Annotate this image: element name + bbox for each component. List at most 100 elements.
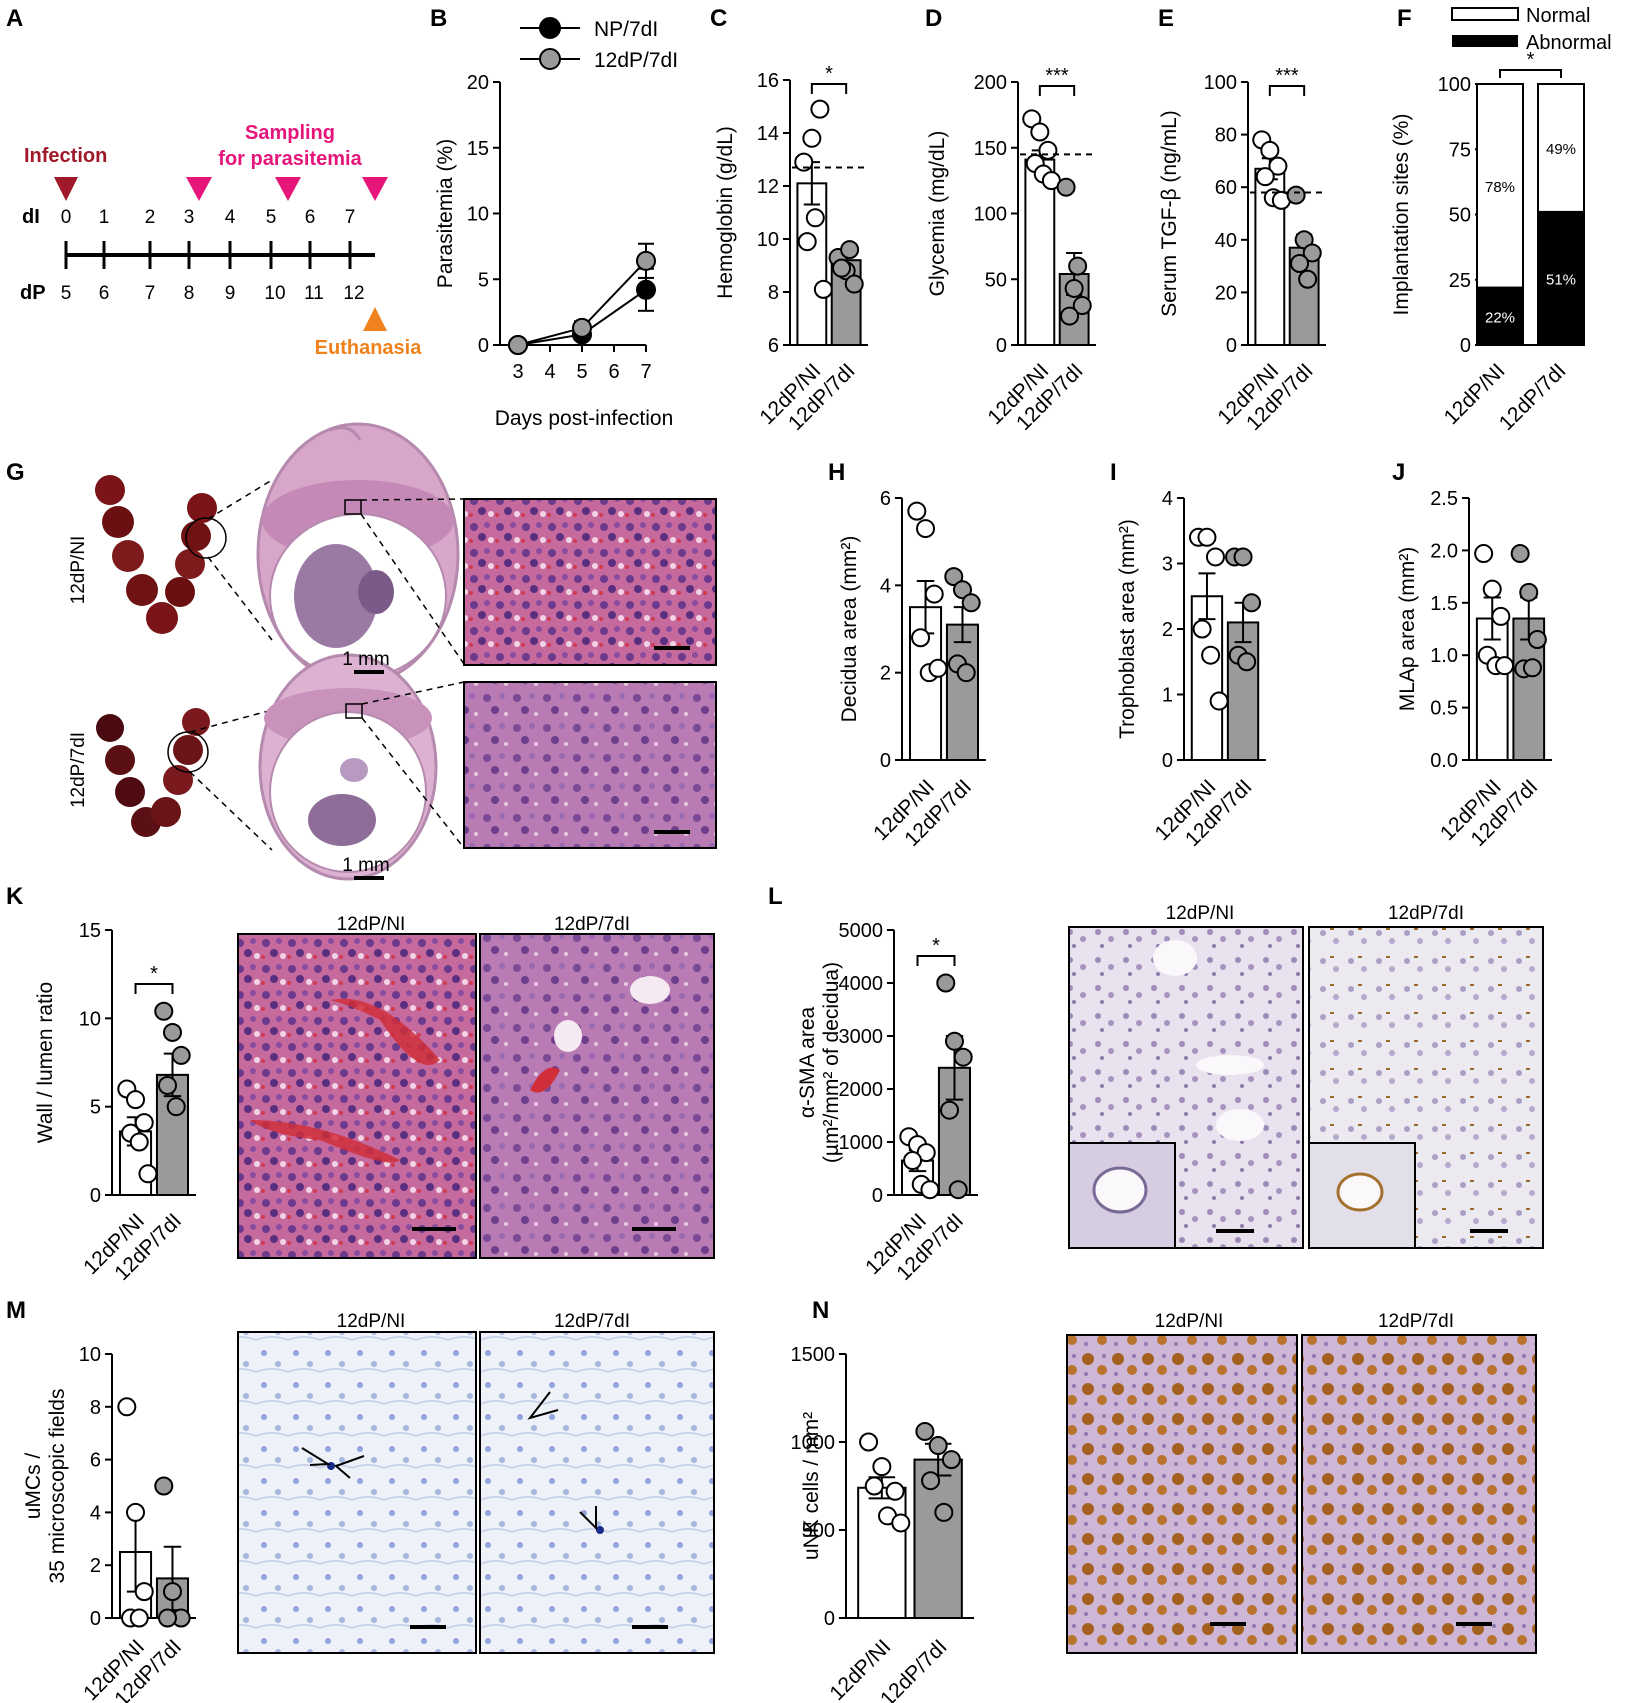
euthanasia-arrow-icon [363,307,387,331]
panel-label-b: B [430,5,447,32]
y-tick-label: 20 [467,72,489,94]
sampling-label-1: Sampling [245,122,335,144]
data-point [636,250,656,271]
y-tick-label: 150 [974,138,1007,160]
scale-bar-label: 1 mm [342,855,390,876]
vessel-shape [1196,1055,1264,1075]
data-point [1495,656,1515,676]
micrograph-k-ni [237,933,477,1259]
data-point [885,1481,905,1501]
sampling-arrow-icon [275,177,301,201]
vessel-shape [554,1020,582,1052]
arrowhead-icon [301,1447,332,1466]
timeline-di-label: 2 [145,207,156,228]
y-tick-label: 60 [1215,177,1237,199]
data-point [859,1432,879,1452]
column-label-ni: 12dP/NI [337,1311,406,1332]
data-point [1205,547,1225,567]
data-point [158,1075,178,1095]
significance-label: *** [1275,65,1299,87]
micrograph-7di [463,681,717,849]
panel-label-c: C [710,5,727,32]
data-point [1237,652,1257,672]
y-tick-label: 3 [1162,554,1173,576]
panel-l-micrographs: 12dP/NI 12dP/7dI [1068,903,1544,1249]
data-point [1527,629,1547,649]
euthanasia-label: Euthanasia [315,337,423,359]
data-point [802,128,822,148]
data-point [924,584,944,604]
data-point [1268,156,1288,176]
y-tick-label: 16 [757,70,779,92]
section-7di-image [258,653,438,881]
data-point [948,1180,968,1200]
y-tick-label: 5 [90,1097,101,1119]
vessel-shape [1153,940,1197,976]
significance-bracket [1038,85,1076,96]
abnormal-pct-label: 51% [1546,271,1576,288]
data-point [1255,167,1275,187]
data-point [952,580,972,600]
legend-marker [539,48,561,70]
data-point [953,1047,973,1067]
data-point [916,519,936,539]
significance-label: * [150,963,158,985]
y-tick-label: 2000 [839,1079,884,1101]
data-point [1519,582,1539,602]
y-tick-label: 0 [90,1185,101,1207]
data-point [126,1090,146,1110]
panel-label-g: G [6,459,25,486]
vessel-shape [330,998,440,1065]
y-tick-label: 1000 [791,1432,836,1454]
y-axis-label: α-SMA area [796,1007,819,1119]
data-point [1209,691,1229,711]
y-tick-label: 0 [824,1608,835,1630]
scale-bar [654,646,690,650]
mast-cell [596,1526,604,1534]
data-point [1056,177,1076,197]
arrowhead-icon [334,1455,365,1479]
bar-ni [1190,595,1224,761]
data-point [508,335,528,355]
data-point [1038,140,1058,160]
y-tick-label: 2.5 [1430,488,1458,510]
y-tick-label: 1500 [791,1344,836,1366]
data-point [1068,256,1088,276]
y-tick-label: 75 [1449,139,1471,161]
section-ni-image [256,422,460,686]
y-axis-label: Hemoglobin (g/dL) [714,126,737,299]
data-point [805,208,825,228]
y-tick-label: 6 [90,1450,101,1472]
y-axis-label: Glycemia (mg/dL) [926,131,949,297]
sampling-arrow-icon [362,177,388,201]
panel-label-h: H [828,459,845,486]
data-point [134,1113,154,1133]
timeline-di-label: 6 [305,207,316,228]
zoom-box [345,703,363,719]
y-tick-label: 6 [880,488,891,510]
data-point [117,1397,137,1417]
scale-bar-label: 1 mm [342,649,390,670]
data-point [636,279,656,300]
row-label-di: dI [22,206,40,228]
data-point [844,274,864,294]
timeline-di-label: 7 [345,207,356,228]
y-tick-label: 0 [478,335,489,357]
y-tick-label: 2 [1162,619,1173,641]
micrograph-m-7di [479,1331,715,1654]
column-label-7di: 12dP/7dI [554,1311,630,1332]
vessel-shape [1216,1109,1264,1141]
y-tick-label: 1.0 [1430,645,1458,667]
data-point [1242,593,1262,613]
y-tick-label: 200 [974,72,1007,94]
data-point [1201,645,1221,665]
legend-label: NP/7dI [594,18,658,41]
panel-label-f: F [1397,5,1412,32]
y-tick-label: 0.0 [1430,750,1458,772]
selected-site-marker [167,731,209,773]
data-point [872,1457,892,1477]
y-tick-label: 0 [1162,750,1173,772]
x-tick-label: 5 [576,361,587,383]
data-point [934,1502,954,1522]
